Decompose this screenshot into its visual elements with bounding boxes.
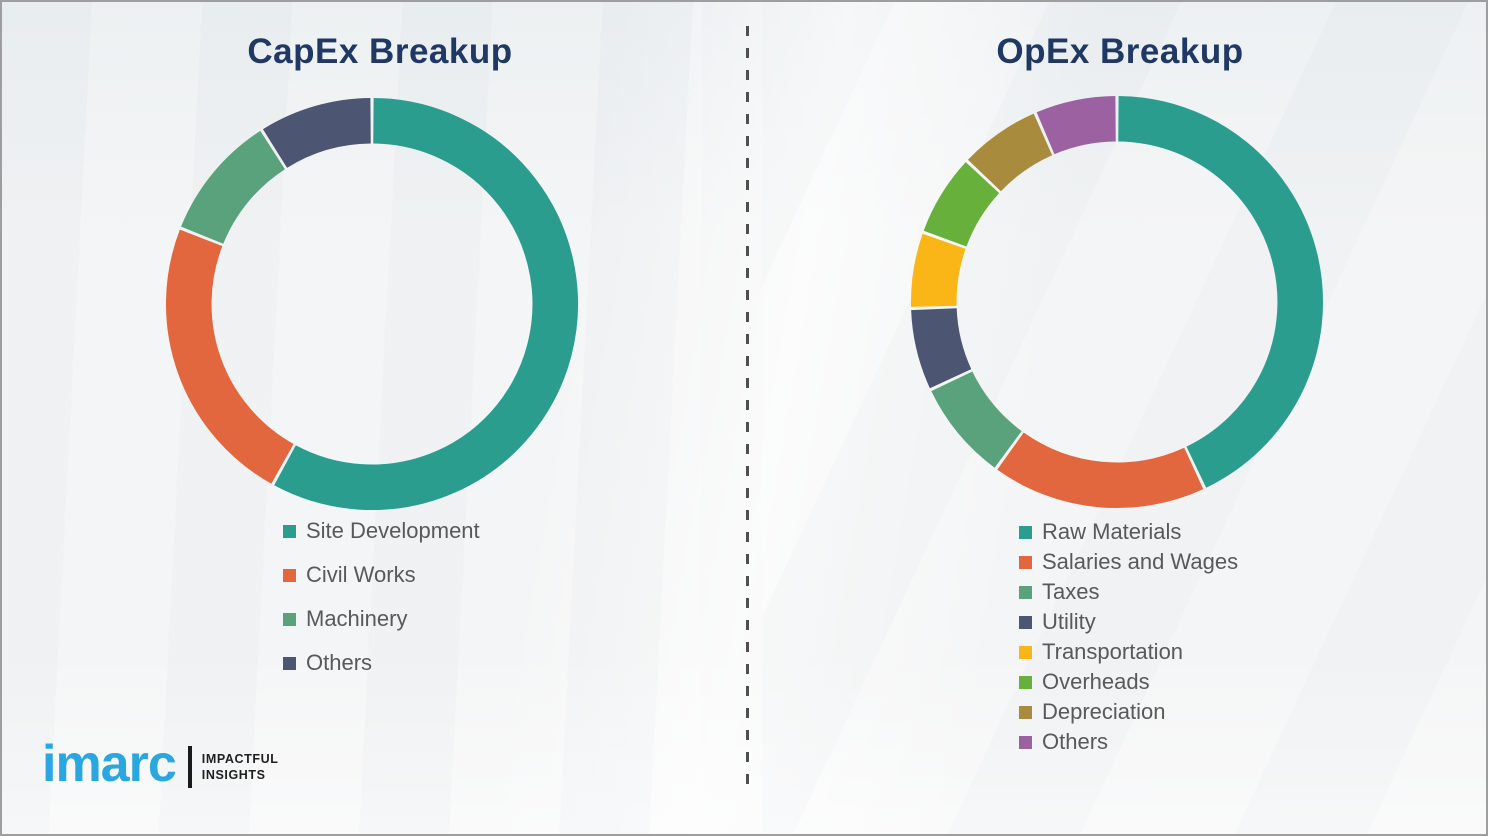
legend-label: Others xyxy=(1042,729,1109,754)
legend-label: Raw Materials xyxy=(1042,519,1182,544)
legend-swatch xyxy=(1019,615,1032,629)
legend-item: Raw Materials xyxy=(1019,517,1238,547)
donut-segment-utility xyxy=(911,307,972,389)
opex-legend: Raw Materials Salaries and Wages Taxes Util… xyxy=(1019,517,1238,757)
legend-swatch xyxy=(1019,735,1032,749)
donut-segment-raw-materials xyxy=(1118,95,1323,488)
legend-item: Depreciation xyxy=(1019,697,1238,727)
legend-swatch xyxy=(1019,525,1032,539)
legend-item: Others xyxy=(1019,727,1238,757)
legend-item: Overheads xyxy=(1019,667,1238,697)
legend-swatch xyxy=(1019,585,1032,599)
legend-item: Others xyxy=(283,641,480,685)
opex-donut-chart xyxy=(911,95,1323,508)
logo-tagline-line2: INSIGHTS xyxy=(201,768,266,782)
logo-divider-bar xyxy=(187,746,192,788)
capex-legend: Site Development Civil Works Machinery Othe… xyxy=(283,509,480,685)
legend-label: Utility xyxy=(1042,609,1096,634)
legend-item: Taxes xyxy=(1019,577,1238,607)
legend-label: Depreciation xyxy=(1042,699,1166,724)
donut-segment-others xyxy=(262,97,372,169)
donut-segment-overheads xyxy=(923,162,1000,247)
legend-item: Salaries and Wages xyxy=(1019,547,1238,577)
legend-swatch xyxy=(1019,675,1032,689)
legend-swatch xyxy=(1019,645,1032,659)
donut-segment-machinery xyxy=(181,130,286,245)
logo-tagline: IMPACTFUL INSIGHTS xyxy=(202,751,279,784)
legend-item: Site Development xyxy=(283,509,480,553)
legend-swatch xyxy=(283,656,296,670)
donut-segment-site-development xyxy=(274,97,578,511)
donut-segment-taxes xyxy=(931,370,1023,468)
imarc-logo-text: imarc xyxy=(42,735,177,793)
opex-chart-title: OpEx Breakup xyxy=(996,32,1244,71)
dashed-divider xyxy=(746,26,749,792)
legend-swatch xyxy=(283,524,296,538)
legend-label: Taxes xyxy=(1042,579,1100,604)
legend-label: Civil Works xyxy=(306,562,416,587)
legend-label: Transportation xyxy=(1042,639,1184,664)
donut-segment-transportation xyxy=(911,233,966,307)
legend-label: Salaries and Wages xyxy=(1042,549,1239,574)
legend-item: Civil Works xyxy=(283,553,480,597)
legend-label: Others xyxy=(306,650,373,675)
imarc-logo: imarc IMPACTFUL INSIGHTS xyxy=(42,738,278,790)
capex-donut-chart xyxy=(165,97,578,511)
legend-swatch xyxy=(1019,705,1032,719)
donut-segment-civil-works xyxy=(165,229,294,484)
legend-swatch xyxy=(1019,555,1032,569)
legend-swatch xyxy=(283,568,296,582)
legend-item: Transportation xyxy=(1019,637,1238,667)
legend-label: Overheads xyxy=(1042,669,1150,694)
donut-segment-others xyxy=(1036,95,1117,155)
donut-segment-depreciation xyxy=(967,113,1053,192)
legend-label: Site Development xyxy=(306,518,480,543)
capex-chart-title: CapEx Breakup xyxy=(247,32,513,71)
legend-item: Machinery xyxy=(283,597,480,641)
donut-segment-salaries-and-wages xyxy=(997,432,1204,508)
legend-label: Machinery xyxy=(306,606,408,631)
logo-tagline-line1: IMPACTFUL xyxy=(201,751,279,766)
legend-swatch xyxy=(283,612,296,626)
legend-item: Utility xyxy=(1019,607,1238,637)
